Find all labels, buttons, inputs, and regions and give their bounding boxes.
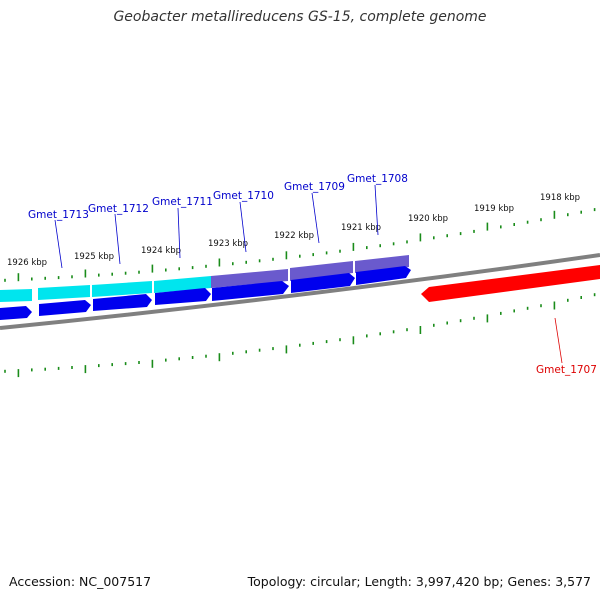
cds-segment[interactable]: [211, 269, 288, 288]
gene-arrow-gmet-1707[interactable]: [421, 265, 600, 302]
gene-arrow[interactable]: [155, 288, 211, 305]
gene-label-gmet-1707[interactable]: Gmet_1707: [536, 364, 597, 376]
label-leader-line: [311, 192, 320, 244]
scale-labels: 1926 kbp 1925 kbp 1924 kbp 1923 kbp 1922…: [7, 193, 580, 268]
outer-scale-ticks: [4, 208, 596, 282]
gene-label-gmet-1709[interactable]: Gmet_1709: [284, 181, 345, 193]
gene-label-gmet-1712[interactable]: Gmet_1712: [88, 203, 149, 215]
cds-segment[interactable]: [0, 289, 32, 302]
inner-scale-ticks: [4, 293, 596, 378]
gene-arrow[interactable]: [0, 306, 32, 320]
scale-label-1923: 1923 kbp: [208, 239, 248, 249]
genome-summary-text: Topology: circular; Length: 3,997,420 bp…: [247, 574, 591, 589]
gene-labels: Gmet_1713 Gmet_1712 Gmet_1711 Gmet_1710 …: [28, 173, 597, 376]
gene-arrow[interactable]: [39, 300, 91, 316]
label-leader-line: [177, 207, 181, 259]
gene-arrow[interactable]: [291, 273, 355, 293]
cds-segment[interactable]: [154, 276, 211, 293]
gene-arrow[interactable]: [93, 294, 152, 311]
scale-label-1919: 1919 kbp: [474, 204, 514, 214]
forward-gene-arrows: [0, 266, 411, 320]
scale-label-1922: 1922 kbp: [274, 231, 314, 241]
scale-label-1924: 1924 kbp: [141, 246, 181, 256]
gene-label-gmet-1713[interactable]: Gmet_1713: [28, 209, 89, 221]
gene-label-gmet-1708[interactable]: Gmet_1708: [347, 173, 408, 185]
accession-text: Accession: NC_007517: [9, 574, 152, 589]
reverse-gene-arrows: [421, 265, 600, 302]
label-leader-line: [114, 213, 121, 265]
label-leader-line: [554, 317, 563, 364]
label-leader-line: [374, 184, 379, 236]
cds-segment[interactable]: [92, 281, 152, 297]
cds-segment[interactable]: [290, 261, 353, 281]
label-leader-line: [54, 219, 63, 269]
genome-backbone: [0, 253, 600, 330]
gene-label-gmet-1710[interactable]: Gmet_1710: [213, 190, 274, 202]
cds-segment[interactable]: [38, 285, 90, 300]
gene-arrow[interactable]: [212, 281, 289, 301]
scale-label-1926: 1926 kbp: [7, 258, 47, 268]
gene-label-gmet-1711[interactable]: Gmet_1711: [152, 196, 213, 208]
scale-label-1925: 1925 kbp: [74, 252, 114, 262]
map-title: Geobacter metallireducens GS-15, complet…: [113, 9, 487, 25]
gene-arrow[interactable]: [356, 266, 411, 285]
scale-label-1918: 1918 kbp: [540, 193, 580, 203]
label-leader-line: [239, 201, 247, 253]
scale-label-1920: 1920 kbp: [408, 214, 448, 224]
scale-label-1921: 1921 kbp: [341, 223, 381, 233]
